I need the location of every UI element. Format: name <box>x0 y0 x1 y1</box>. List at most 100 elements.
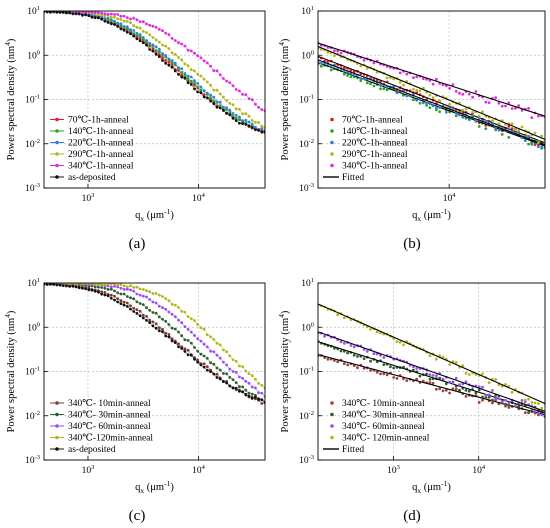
fitted-line <box>318 42 545 117</box>
data-point <box>415 98 419 102</box>
data-point <box>448 87 451 90</box>
data-point <box>382 372 386 376</box>
data-point <box>477 117 481 120</box>
data-point <box>494 378 498 381</box>
data-point <box>365 81 369 85</box>
data-point <box>333 49 336 53</box>
data-point <box>372 61 376 65</box>
data-point <box>540 145 544 148</box>
legend-entry-2: 340℃- 30min-anneal <box>330 411 425 421</box>
data-point <box>517 104 521 107</box>
data-point <box>438 110 442 113</box>
y-tick-label: 100 <box>301 321 314 333</box>
data-point <box>467 389 471 393</box>
data-point <box>520 109 524 112</box>
data-point <box>415 366 419 370</box>
x-tick-label: 103 <box>82 192 95 204</box>
data-point <box>510 127 514 131</box>
legend-entry-2: 140℃-1h-anneal <box>330 127 408 137</box>
data-point <box>530 401 534 404</box>
x-axis-label: qx (μm-1) <box>135 479 174 495</box>
data-point <box>382 87 386 91</box>
fitted-line <box>318 331 545 412</box>
data-point <box>520 125 524 129</box>
data-point <box>510 107 514 110</box>
data-point <box>494 126 498 130</box>
data-point <box>491 119 494 122</box>
data-point <box>395 340 399 343</box>
data-point <box>481 385 484 389</box>
data-point <box>540 406 544 410</box>
legend-entry-1: 340℃- 10min-anneal <box>50 399 151 409</box>
data-layer <box>318 41 545 150</box>
series-line <box>44 11 265 133</box>
data-point <box>514 128 517 132</box>
y-tick-label: 10-2 <box>299 410 314 422</box>
data-point <box>517 405 521 408</box>
data-point <box>428 106 432 109</box>
data-point <box>438 376 442 380</box>
data-point <box>458 383 461 387</box>
legend-label: 340℃-1h-anneal <box>342 162 408 172</box>
legend-label: as-deposited <box>68 445 116 455</box>
data-point <box>405 379 409 382</box>
data-point <box>435 357 438 361</box>
legend-label: 340℃- 120min-anneal <box>342 434 430 444</box>
x-axis-label: qx (μm-1) <box>412 207 451 223</box>
series-2-points <box>44 283 265 404</box>
series-6-points <box>44 11 265 134</box>
series-4-points <box>44 11 265 130</box>
data-point <box>428 102 432 105</box>
data-point <box>510 122 514 126</box>
data-point <box>425 372 428 376</box>
data-point <box>352 353 356 357</box>
y-tick-label: 101 <box>27 5 40 17</box>
legend-entry-3: 340℃- 60min-anneal <box>330 422 425 432</box>
data-point <box>421 77 425 80</box>
data-point <box>412 76 415 79</box>
data-point <box>454 89 458 93</box>
y-tick-label: 100 <box>27 321 40 333</box>
fitted-line <box>318 55 545 144</box>
data-point <box>405 94 409 98</box>
data-point <box>438 99 442 102</box>
data-point <box>438 387 442 391</box>
data-point <box>461 364 465 368</box>
data-point <box>421 101 425 105</box>
legend-marker <box>55 140 59 145</box>
data-point <box>398 71 402 75</box>
data-point <box>461 92 465 96</box>
data-point <box>451 83 455 86</box>
data-point <box>336 360 340 364</box>
data-point <box>477 388 481 392</box>
data-point <box>339 340 343 344</box>
data-point <box>402 377 405 381</box>
data-point <box>494 96 498 100</box>
legend-label: 140℃-1h-anneal <box>68 127 134 137</box>
legend-marker <box>55 412 59 417</box>
data-point <box>491 401 494 405</box>
data-point <box>435 77 438 81</box>
data-point <box>392 376 396 379</box>
data-point <box>431 374 435 377</box>
y-tick-label: 10-1 <box>299 94 314 106</box>
legend-marker <box>330 129 334 133</box>
data-point <box>451 381 455 385</box>
legend-marker <box>330 152 334 156</box>
data-point <box>507 127 511 131</box>
data-point <box>530 409 534 413</box>
data-point <box>372 352 376 355</box>
series-1-points <box>318 354 545 417</box>
data-point <box>382 363 386 366</box>
data-point <box>537 114 540 118</box>
data-point <box>352 345 356 349</box>
legend-entry-1: 340℃- 10min-anneal <box>330 399 425 409</box>
data-point <box>537 411 540 415</box>
data-point <box>517 130 521 134</box>
legend-label: 340℃-120min-anneal <box>68 434 153 444</box>
x-axis-label: qx (μm-1) <box>412 479 451 495</box>
data-point <box>342 362 346 366</box>
legend-marker <box>55 435 59 440</box>
data-point <box>435 108 438 112</box>
data-point <box>431 381 435 385</box>
